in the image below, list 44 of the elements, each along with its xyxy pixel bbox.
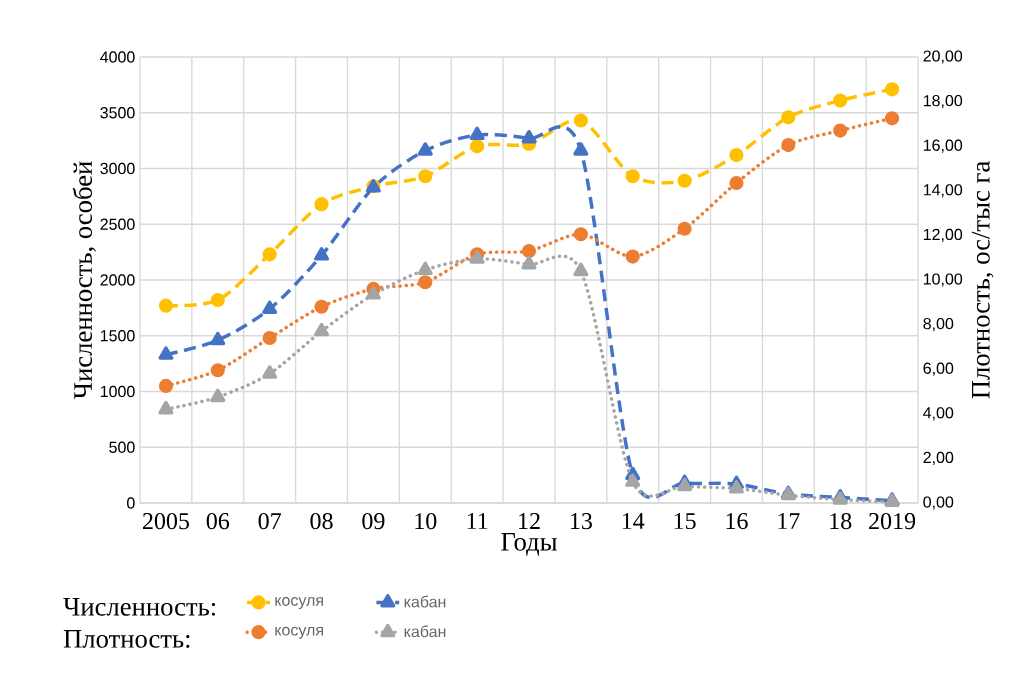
y2-tick-label: 14,00: [923, 184, 963, 198]
x-tick-label: 08: [310, 513, 333, 530]
y2-tick-label: 4,00: [923, 407, 954, 421]
y2-tick-label: 0,00: [923, 496, 954, 510]
legend-label: косуля: [275, 626, 323, 639]
y2-tick-label: 16,00: [923, 139, 963, 153]
x-tick-label: 09: [362, 513, 385, 530]
y-tick-label: 2000: [100, 274, 135, 286]
y2-tick-label: 2,00: [923, 451, 954, 465]
x-tick-label: 17: [778, 513, 800, 529]
y-tick-label: 500: [109, 441, 135, 453]
y2-tick-label: 10,00: [923, 273, 963, 287]
legend-label: косуля: [275, 597, 323, 610]
y-tick-label: 2500: [100, 218, 135, 230]
y-axis-title: Численность, особей: [72, 161, 96, 400]
y2-tick-label: 18,00: [923, 94, 963, 109]
legend-label: кабан: [404, 595, 446, 608]
x-tick-label: 2019: [869, 513, 916, 530]
x-tick-label: 18: [830, 513, 852, 530]
y2-axis-title: Плотность, ос/тыс га: [971, 161, 994, 399]
y-tick-label: 4000: [100, 51, 135, 63]
x-tick-label: 16: [726, 513, 748, 530]
y-tick-label: 3500: [100, 107, 135, 119]
x-tick-label: 06: [206, 513, 230, 530]
x-tick-label: 13: [570, 513, 592, 530]
x-tick-label: 14: [622, 513, 645, 529]
x-tick-label: 15: [674, 513, 696, 530]
y-tick-label: 0: [127, 497, 135, 509]
x-tick-label: 10: [415, 513, 437, 530]
y-tick-label: 3000: [100, 162, 135, 175]
y-tick-label: 1500: [100, 330, 135, 342]
y2-tick-label: 6,00: [923, 362, 954, 376]
x-tick-label: 2005: [142, 513, 189, 530]
x-tick-label: 12: [519, 513, 540, 529]
text: Плотность:: [63, 630, 190, 648]
x-tick-label: 11: [467, 513, 488, 529]
y2-tick-label: 12,00: [923, 228, 963, 242]
y-tick-label: 1000: [100, 385, 135, 398]
y2-tick-label: 8,00: [923, 317, 954, 332]
y2-tick-label: 20,00: [923, 50, 963, 64]
x-axis-title: Годы: [501, 533, 557, 556]
text: Численность:: [63, 597, 216, 616]
x-tick-label: 07: [258, 513, 281, 530]
legend-label: кабан: [404, 625, 446, 638]
